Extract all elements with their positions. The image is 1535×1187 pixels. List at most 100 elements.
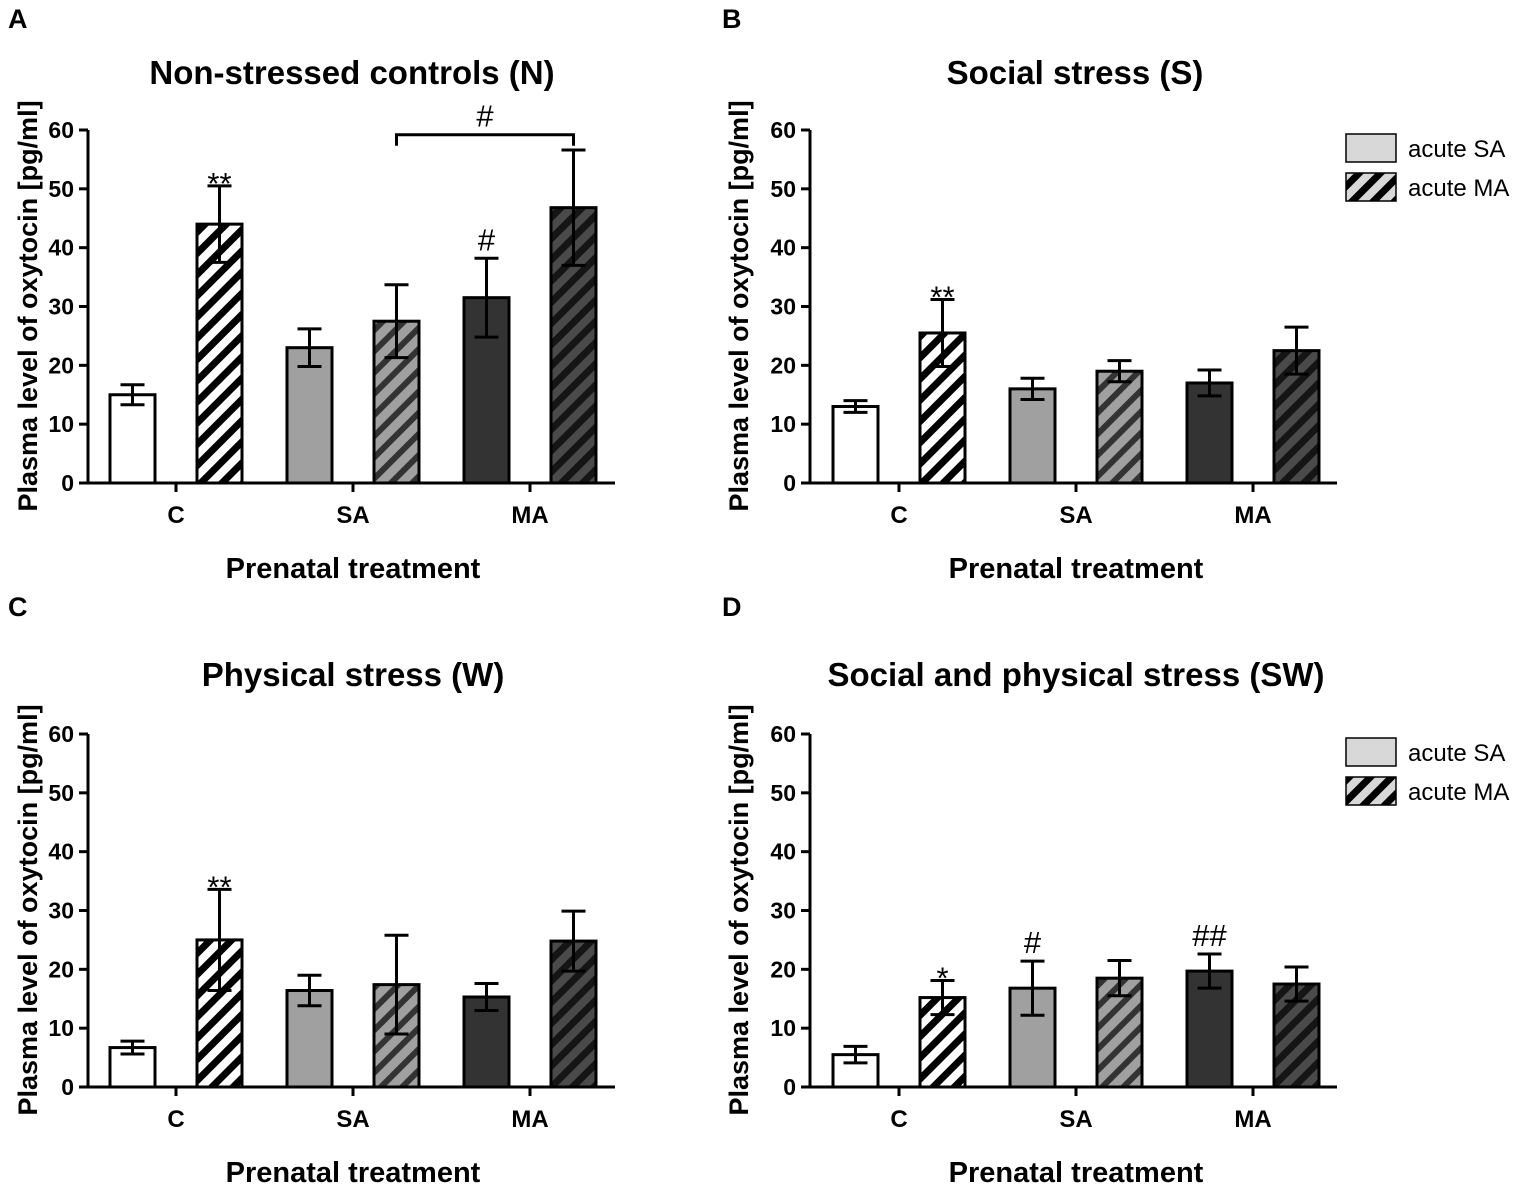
- significance-marker: #: [478, 222, 496, 257]
- y-tick-label: 10: [48, 1015, 74, 1041]
- plot-area: 0 10 20 30 40 50 60 C SA MA **: [770, 117, 1337, 529]
- legend-swatch-acute-sa: [1345, 133, 1397, 163]
- legend-label-acute-ma: acute MA: [1408, 779, 1509, 806]
- x-tick-label: C: [167, 502, 184, 529]
- panel-d: D Social and physical stress (SW) Plasma…: [722, 592, 1509, 1187]
- x-tick-label: MA: [1234, 1106, 1271, 1133]
- x-tick-label: MA: [511, 1106, 548, 1133]
- error-bar: [1197, 952, 1222, 990]
- y-tick-label: 50: [48, 176, 74, 202]
- y-axis-label: Plasma level of oxytocin [pg/ml]: [13, 100, 43, 511]
- plot-area: 0 10 20 30 40 50 60 C SA MA # ** #: [48, 99, 615, 529]
- error-bar: [1020, 376, 1045, 401]
- x-tick-label: MA: [1234, 502, 1271, 529]
- y-tick-label: 10: [48, 411, 74, 437]
- error-bar: [207, 184, 232, 264]
- error-bar: [297, 327, 322, 369]
- x-tick-label: SA: [336, 502, 369, 529]
- legend-swatch-acute-ma: [1345, 172, 1397, 202]
- x-tick-label: SA: [1059, 502, 1092, 529]
- x-tick-label: C: [890, 502, 907, 529]
- x-axis-label: Prenatal treatment: [949, 553, 1204, 585]
- error-bar: [843, 1044, 868, 1065]
- panel-b: B Social stress (S) Plasma level of oxyt…: [722, 4, 1509, 585]
- y-tick-label: 0: [783, 470, 796, 496]
- y-tick-label: 20: [770, 956, 796, 982]
- legend-swatch-acute-ma: [1345, 776, 1397, 806]
- panel-letter: C: [8, 592, 28, 622]
- bar-acute-ma-sa: [1095, 369, 1144, 485]
- y-tick-label: 50: [770, 780, 796, 806]
- bar-acute-sa-sa: [1008, 387, 1057, 485]
- error-bar: [1284, 965, 1309, 1003]
- y-tick-label: 50: [48, 780, 74, 806]
- error-bar: [843, 399, 868, 414]
- legend-label-acute-sa: acute SA: [1408, 136, 1505, 163]
- y-axis-label: Plasma level of oxytocin [pg/ml]: [13, 704, 43, 1115]
- error-bar: [561, 148, 586, 267]
- significance-marker: **: [207, 869, 231, 904]
- y-tick-label: 20: [770, 352, 796, 378]
- error-bar: [474, 981, 499, 1013]
- panel-c: C Physical stress (W) Plasma level of ox…: [8, 592, 615, 1187]
- error-bar: [120, 383, 145, 407]
- x-axis-label: Prenatal treatment: [226, 1157, 481, 1187]
- chart-title: Physical stress (W): [202, 656, 505, 693]
- y-tick-label: 40: [770, 839, 796, 865]
- panel-a: A Non-stressed controls (N) Plasma level…: [8, 4, 615, 585]
- significance-marker: **: [930, 279, 954, 314]
- error-bar: [1284, 325, 1309, 376]
- y-tick-label: 60: [48, 721, 74, 747]
- bar-acute-sa-ma: [1185, 969, 1234, 1089]
- y-tick-label: 20: [48, 956, 74, 982]
- y-tick-label: 60: [770, 721, 796, 747]
- significance-bracket: [395, 133, 575, 146]
- bracket-label: #: [476, 99, 494, 134]
- y-tick-label: 0: [783, 1074, 796, 1100]
- legend: acute SA acute MA: [1345, 133, 1509, 202]
- error-bar: [1020, 959, 1045, 1017]
- x-tick-label: C: [167, 1106, 184, 1133]
- x-tick-label: SA: [336, 1106, 369, 1133]
- y-tick-label: 50: [770, 176, 796, 202]
- y-tick-label: 60: [770, 117, 796, 143]
- y-tick-label: 40: [48, 235, 74, 261]
- bar-acute-sa-sa: [285, 346, 334, 485]
- error-bar: [930, 297, 955, 369]
- legend-label-acute-ma: acute MA: [1408, 175, 1509, 202]
- y-tick-label: 30: [770, 294, 796, 320]
- bar-acute-sa-ma: [1185, 381, 1234, 485]
- plot-area: 0 10 20 30 40 50 60 C SA MA **: [48, 721, 615, 1133]
- error-bar: [474, 256, 499, 339]
- chart-title: Non-stressed controls (N): [149, 54, 554, 91]
- error-bar: [120, 1039, 145, 1056]
- x-axis-label: Prenatal treatment: [226, 553, 481, 585]
- legend-swatch-acute-sa: [1345, 737, 1397, 767]
- y-tick-label: 0: [61, 1074, 74, 1100]
- x-tick-label: C: [890, 1106, 907, 1133]
- significance-marker: #: [1024, 925, 1042, 960]
- error-bar: [561, 909, 586, 973]
- x-tick-label: SA: [1059, 1106, 1092, 1133]
- y-tick-label: 30: [770, 898, 796, 924]
- bar-acute-sa-c: [108, 393, 157, 485]
- y-tick-label: 60: [48, 117, 74, 143]
- y-tick-label: 40: [770, 235, 796, 261]
- y-tick-label: 20: [48, 352, 74, 378]
- chart-title: Social stress (S): [947, 54, 1204, 91]
- panel-letter: A: [8, 4, 28, 34]
- y-tick-label: 30: [48, 294, 74, 320]
- error-bar: [384, 933, 409, 1036]
- error-bar: [384, 283, 409, 360]
- x-tick-label: MA: [511, 502, 548, 529]
- error-bar: [297, 973, 322, 1008]
- chart-title: Social and physical stress (SW): [828, 656, 1325, 693]
- y-tick-label: 0: [61, 470, 74, 496]
- panel-letter: D: [722, 592, 742, 622]
- significance-marker: *: [936, 961, 948, 996]
- significance-marker: **: [207, 166, 231, 201]
- error-bar: [930, 979, 955, 1017]
- error-bar: [1197, 368, 1222, 398]
